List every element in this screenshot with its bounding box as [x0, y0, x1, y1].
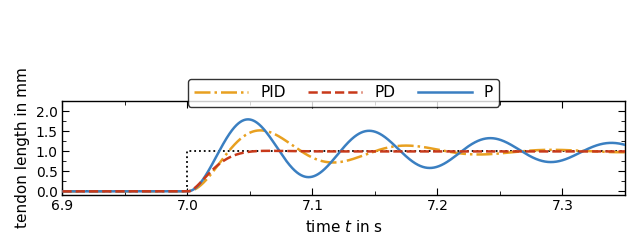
PID	[333, 161, 341, 164]
PD	[59, 190, 67, 193]
PID	[92, 190, 100, 193]
PID	[257, 129, 264, 132]
Line: PID: PID	[63, 130, 625, 192]
Line: PD: PD	[63, 151, 625, 192]
PD	[61, 190, 68, 193]
PD	[169, 190, 177, 193]
PID	[59, 190, 67, 193]
PD	[591, 150, 599, 153]
X-axis label: time $t$ in s: time $t$ in s	[305, 219, 383, 235]
PID	[169, 190, 177, 193]
PID	[61, 190, 68, 193]
P	[591, 144, 599, 147]
P	[333, 153, 341, 156]
Legend: PID, PD, P: PID, PD, P	[188, 79, 499, 106]
PD	[621, 150, 629, 153]
PID	[621, 151, 629, 154]
P	[61, 190, 68, 193]
PID	[591, 150, 599, 153]
PD	[333, 150, 341, 153]
Y-axis label: tendon length in mm: tendon length in mm	[15, 68, 30, 228]
PID	[82, 190, 90, 193]
PD	[92, 190, 100, 193]
P	[244, 118, 252, 121]
P	[82, 190, 90, 193]
Line: P: P	[63, 119, 625, 192]
P	[169, 190, 177, 193]
PD	[266, 149, 273, 152]
PD	[82, 190, 90, 193]
P	[621, 143, 629, 146]
P	[59, 190, 67, 193]
P	[92, 190, 100, 193]
